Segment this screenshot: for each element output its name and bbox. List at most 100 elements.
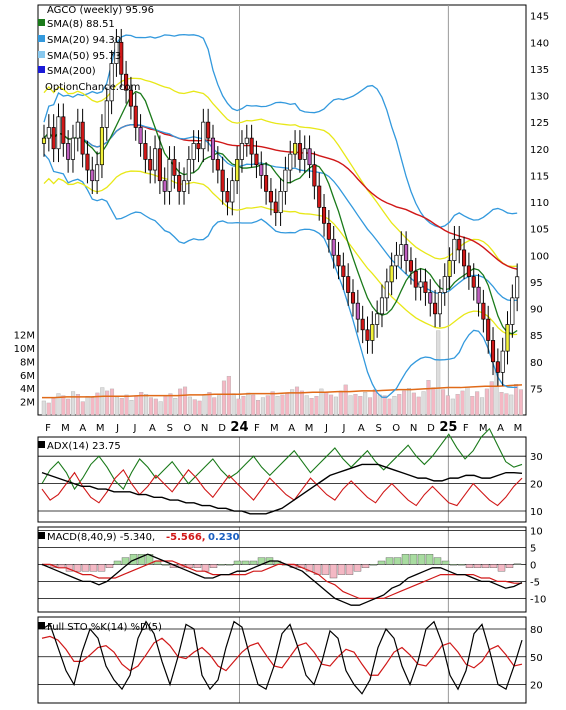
- macd-title: MACD(8,40,9) -5.340,: [47, 532, 155, 543]
- candle-body: [143, 143, 148, 160]
- volume-bar: [182, 386, 188, 416]
- candle-body: [75, 121, 80, 139]
- volume-bar: [455, 394, 460, 416]
- macd-histogram-bar: [465, 564, 474, 569]
- macd-histogram-bar: [209, 564, 218, 569]
- volume-bar: [207, 392, 212, 416]
- macd-histogram-bar: [449, 564, 458, 566]
- volume-bar: [148, 397, 153, 416]
- candle-body: [230, 180, 235, 203]
- volume-bar: [119, 398, 124, 416]
- volume-bar: [338, 390, 343, 416]
- candle-body: [302, 148, 307, 160]
- volume-bar: [406, 388, 412, 416]
- volume-bar: [202, 394, 207, 416]
- macd-histogram-bar: [329, 564, 338, 579]
- adx-legend-swatch: [38, 441, 45, 448]
- chart-title: AGCO (weekly) 95.96: [47, 5, 154, 16]
- candle-body: [404, 244, 409, 261]
- volume-bar: [299, 390, 304, 416]
- candle-body: [408, 260, 413, 272]
- legend-sma200: SMA(200): [47, 66, 96, 77]
- volume-bar: [41, 400, 46, 416]
- macd-histogram-bar: [353, 564, 362, 572]
- x-tick-label: F: [254, 423, 260, 434]
- macd-line: [41, 553, 523, 606]
- candle-body: [297, 143, 302, 160]
- volume-bar: [241, 396, 246, 416]
- macd-histogram-bar: [457, 564, 466, 566]
- volume-bar: [75, 394, 80, 416]
- candle-body: [413, 270, 418, 288]
- volume-bar: [256, 400, 261, 416]
- candle-body: [360, 318, 365, 331]
- volume-tick-label: 12M: [14, 331, 35, 342]
- adx-title: ADX(14) 23.75: [47, 441, 121, 452]
- candle-body: [220, 169, 225, 192]
- candle-body: [61, 116, 66, 144]
- macd-histogram-bar: [73, 564, 82, 572]
- volume-bar: [192, 399, 197, 416]
- volume-bars: [41, 330, 523, 416]
- candle-body: [447, 260, 452, 277]
- volume-bar: [246, 392, 251, 416]
- candle-body: [177, 175, 182, 192]
- bollinger-lower-line: [43, 153, 518, 398]
- price-tick-label: 80: [530, 358, 543, 369]
- x-tick-label: M: [514, 423, 523, 434]
- candle-body: [196, 143, 201, 150]
- candle-body: [452, 238, 457, 261]
- volume-bar: [197, 400, 202, 416]
- candle-body: [293, 143, 298, 155]
- volume-bar: [343, 384, 348, 416]
- macd-histogram-bar: [241, 560, 250, 565]
- candle-body: [95, 164, 100, 182]
- macd-histogram-bar: [89, 564, 98, 572]
- volume-bar: [421, 391, 426, 416]
- volume-bar: [134, 395, 139, 416]
- x-tick-label: F: [45, 423, 51, 434]
- candle-body: [181, 180, 187, 192]
- volume-bar: [436, 330, 441, 416]
- x-tick-label: M: [305, 423, 314, 434]
- candle-body: [46, 127, 51, 139]
- volume-bar: [363, 392, 368, 416]
- candle-body: [433, 302, 438, 315]
- macd-histogram-bar: [225, 564, 234, 566]
- candle-body: [370, 324, 375, 341]
- candle-body: [466, 265, 471, 277]
- volume-bar: [158, 401, 163, 416]
- macd-histogram-bar: [97, 564, 106, 572]
- candle-body: [307, 148, 312, 166]
- candle-body: [336, 254, 341, 267]
- macd-histogram-bar: [441, 560, 450, 565]
- candle-body: [51, 127, 56, 150]
- x-tick-label: D: [218, 423, 226, 434]
- candle-body: [423, 281, 428, 293]
- volume-bar: [285, 393, 290, 416]
- x-tick-label: O: [392, 423, 400, 434]
- x-tick-label: J: [324, 423, 328, 434]
- volume-bar: [314, 396, 319, 416]
- candle-body: [167, 159, 172, 192]
- macd-panel-frame: [37, 526, 527, 613]
- adx-y-axis: 10 20 30: [530, 452, 543, 518]
- volume-bar: [426, 380, 431, 416]
- envelope-upper-line: [43, 77, 518, 268]
- candle-body: [128, 89, 133, 107]
- candle-body: [355, 302, 360, 320]
- price-tick-label: 75: [530, 384, 543, 395]
- volume-bar: [66, 398, 71, 416]
- volume-bar: [377, 394, 382, 416]
- macd-histogram-bar: [393, 557, 402, 565]
- volume-tick-label: 4M: [20, 384, 35, 395]
- volume-bar: [105, 390, 110, 416]
- candle-body: [191, 143, 196, 160]
- volume-y-axis: 12M 10M 8M 6M 4M 2M: [14, 331, 35, 409]
- volume-bar: [348, 395, 353, 416]
- adx-panel: 10 20 30 ADX(14) 23.75: [37, 427, 543, 523]
- candle-body: [428, 292, 433, 304]
- x-tick-label: 24: [230, 420, 248, 435]
- candle-body: [278, 191, 283, 214]
- macd-histogram-bar: [321, 564, 330, 575]
